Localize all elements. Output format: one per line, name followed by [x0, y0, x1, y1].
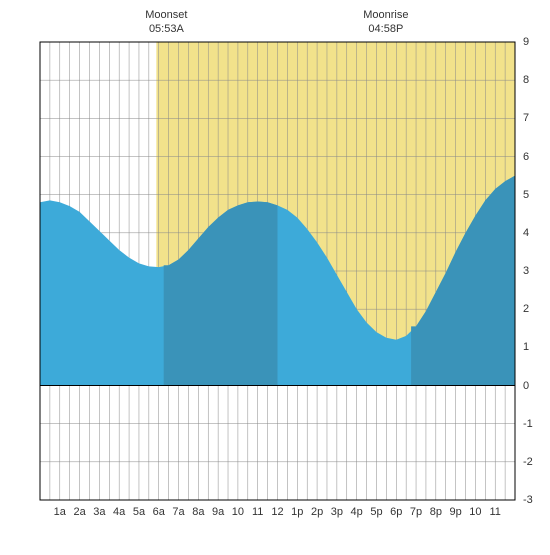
moonset-time: 05:53A: [126, 22, 206, 36]
chart-svg: [0, 0, 550, 550]
y-tick-label: 3: [523, 265, 529, 277]
moonset-annotation: Moonset05:53A: [126, 8, 206, 37]
x-tick-label: 10: [469, 506, 481, 518]
y-tick-label: 0: [523, 380, 529, 392]
moonrise-time: 04:58P: [346, 22, 426, 36]
y-tick-label: 4: [523, 227, 529, 239]
x-tick-label: 6a: [153, 506, 165, 518]
y-tick-label: 9: [523, 36, 529, 48]
y-tick-label: -1: [523, 418, 533, 430]
x-tick-label: 10: [232, 506, 244, 518]
x-tick-label: 2a: [73, 506, 85, 518]
x-tick-label: 4a: [113, 506, 125, 518]
x-tick-label: 5a: [133, 506, 145, 518]
x-tick-label: 3a: [93, 506, 105, 518]
x-tick-label: 8p: [430, 506, 442, 518]
y-tick-label: 5: [523, 189, 529, 201]
x-tick-label: 8a: [192, 506, 204, 518]
y-tick-label: 1: [523, 341, 529, 353]
y-tick-label: 8: [523, 74, 529, 86]
x-tick-label: 5p: [370, 506, 382, 518]
x-tick-label: 4p: [351, 506, 363, 518]
x-tick-label: 7a: [172, 506, 184, 518]
x-tick-label: 3p: [331, 506, 343, 518]
x-tick-label: 9p: [450, 506, 462, 518]
y-tick-label: -3: [523, 494, 533, 506]
x-tick-label: 7p: [410, 506, 422, 518]
moonset-title: Moonset: [126, 8, 206, 22]
x-tick-label: 12: [271, 506, 283, 518]
x-tick-label: 6p: [390, 506, 402, 518]
x-tick-label: 2p: [311, 506, 323, 518]
x-tick-label: 1p: [291, 506, 303, 518]
y-tick-label: -2: [523, 456, 533, 468]
tide-chart: 1a2a3a4a5a6a7a8a9a1011121p2p3p4p5p6p7p8p…: [0, 0, 550, 550]
x-tick-label: 11: [489, 506, 500, 518]
x-tick-label: 11: [252, 506, 263, 518]
moonrise-annotation: Moonrise04:58P: [346, 8, 426, 37]
y-tick-label: 6: [523, 151, 529, 163]
y-tick-label: 7: [523, 112, 529, 124]
x-tick-label: 1a: [54, 506, 66, 518]
y-tick-label: 2: [523, 303, 529, 315]
moonrise-title: Moonrise: [346, 8, 426, 22]
x-tick-label: 9a: [212, 506, 224, 518]
